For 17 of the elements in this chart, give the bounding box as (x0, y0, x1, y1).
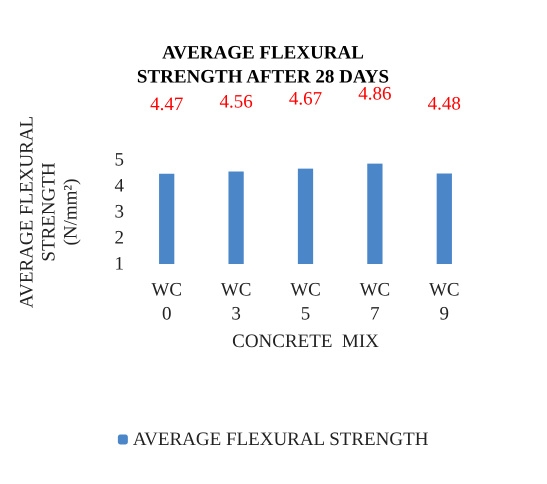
y-tick-label: 3 (114, 202, 124, 222)
data-label: 4.47 (150, 94, 184, 115)
y-tick-label: 1 (114, 254, 124, 274)
y-tick-label: 5 (114, 150, 124, 170)
y-tick-label: 4 (114, 176, 124, 196)
x-tick-label: WC 9 (428, 280, 460, 324)
y-axis-title: AVERAGE FLEXURAL STRENGTH (N/mm²) (16, 116, 82, 308)
x-tick-label: WC 7 (360, 280, 390, 324)
data-label: 4.67 (288, 88, 322, 110)
x-tick-label: WC 3 (220, 280, 252, 324)
legend-label: AVERAGE FLEXURAL STRENGTH (132, 429, 429, 450)
x-axis-title: CONCRETE MIX (232, 331, 380, 352)
x-tick-label: WC 5 (290, 280, 321, 324)
data-label: 4.48 (428, 94, 461, 115)
x-tick-label: WC 0 (151, 280, 182, 324)
data-label: 4.56 (219, 91, 253, 112)
y-tick-label: 2 (114, 228, 124, 248)
